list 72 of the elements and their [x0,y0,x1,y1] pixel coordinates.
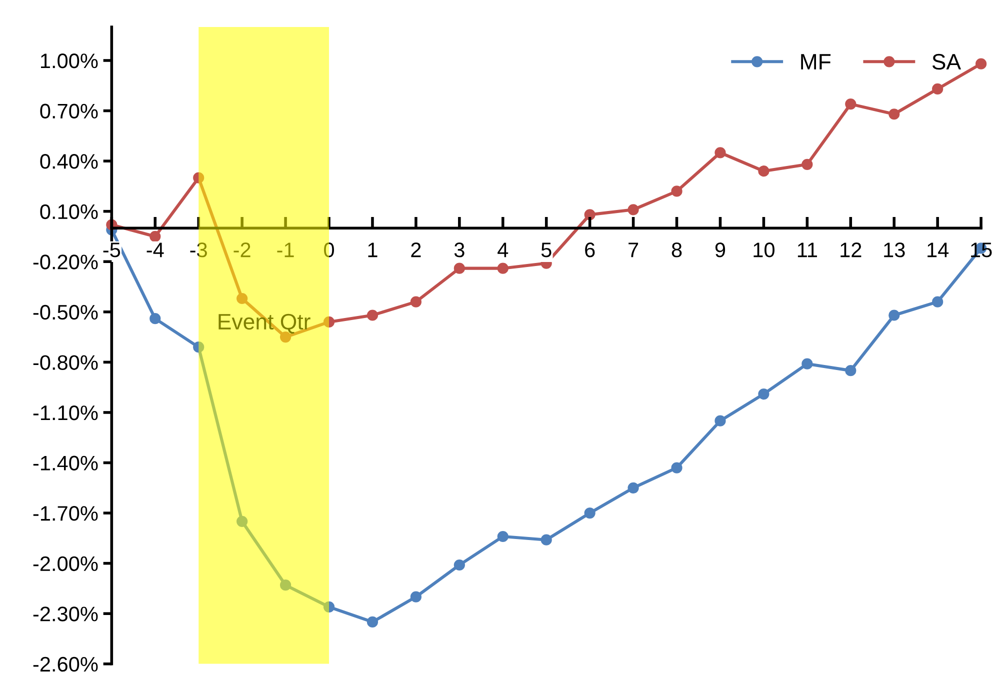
point [366,616,378,628]
y-tick-label: -1.10% [33,405,98,420]
x-tick-label: 5 [541,242,552,258]
x-tick-label: 0 [324,242,334,258]
point [280,580,292,591]
point [584,507,596,519]
point [628,482,639,494]
x-tick-label: 11 [798,242,817,258]
point [975,58,987,70]
point [540,534,552,546]
point [932,83,944,95]
y-tick-label: -2.30% [33,606,98,622]
legend-label: MF [801,54,831,70]
x-tick-label: -3 [190,242,207,258]
x-tick-label: 12 [840,242,862,258]
point [236,516,248,527]
point [671,462,682,474]
point [193,342,204,353]
x-tick-label: 1 [368,242,378,258]
y-tick-label: 1.00% [40,53,98,68]
point [758,388,770,400]
point [845,98,856,110]
y-tick-label: -1.40% [33,456,98,471]
point [758,166,770,177]
x-tick-label: 4 [498,242,508,258]
point [714,147,726,158]
point [366,310,378,321]
x-tick-label: 7 [628,242,638,258]
point [410,296,422,308]
point [150,230,161,242]
x-tick-label: -4 [146,242,164,258]
point [236,292,248,304]
point [932,296,944,308]
point [150,313,161,324]
point [323,316,335,328]
point [497,530,508,542]
x-tick-label: 8 [672,242,682,258]
point [497,262,508,274]
x-tick-label: 6 [585,242,595,258]
y-tick-label: -2.00% [33,556,98,572]
point [802,358,813,370]
y-tick-label: -0.50% [33,304,98,320]
y-tick-label: -1.70% [33,506,98,521]
y-tick-label: -2.60% [33,656,98,672]
point [888,310,900,321]
y-tick-label: 0.70% [40,104,98,119]
x-tick-label: 2 [411,242,421,258]
y-tick-label: 0.10% [40,204,98,220]
y-tick-label: -0.80% [33,355,98,370]
x-tick-label: 10 [754,242,774,258]
point [714,415,726,426]
x-tick-label: 13 [884,242,905,258]
point [454,559,465,571]
point [628,204,639,216]
y-tick-label: 0.40% [40,154,98,169]
point [845,365,856,376]
point [410,591,422,602]
point [802,158,813,170]
x-tick-label: -1 [277,242,294,258]
x-tick-label: 14 [928,242,949,258]
x-tick-label: 3 [454,242,464,258]
point [323,601,335,612]
point [671,186,682,197]
x-tick-label: -2 [234,242,250,258]
y-tick-label: -0.20% [33,254,98,270]
point [584,209,596,220]
point [888,108,900,120]
x-tick-label: 9 [715,242,726,258]
point [454,262,465,274]
x-tick-label: -5 [103,242,120,258]
legend-label: SA [932,54,961,70]
point [193,172,204,184]
